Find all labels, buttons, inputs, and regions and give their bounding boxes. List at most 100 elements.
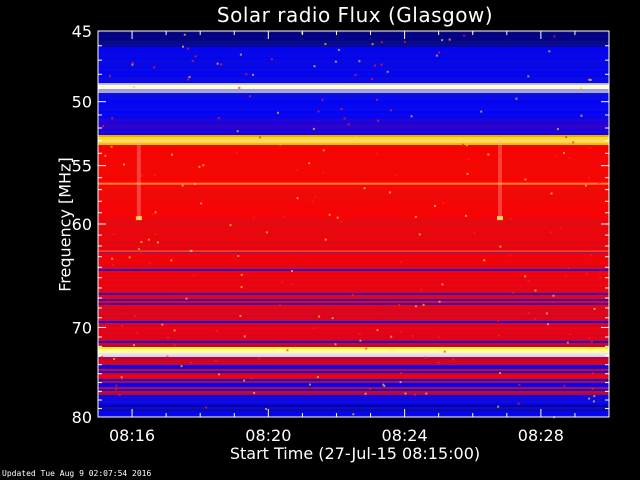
heatmap-row — [98, 197, 609, 199]
speckle — [463, 34, 466, 37]
y-tick-label: 55 — [72, 157, 92, 176]
heatmap-row — [98, 375, 609, 377]
heatmap-row — [98, 297, 609, 299]
speckle — [180, 365, 183, 368]
heatmap-row — [98, 49, 609, 51]
heatmap-row — [98, 347, 609, 349]
speckle — [194, 183, 197, 186]
heatmap-row — [98, 195, 609, 197]
heatmap-row — [98, 377, 609, 379]
speckle — [171, 153, 173, 156]
speckle — [403, 40, 406, 43]
heatmap-row — [98, 135, 609, 137]
heatmap-row — [98, 319, 609, 321]
heatmap-row — [98, 247, 609, 249]
speckle — [190, 361, 192, 364]
speckle — [497, 405, 500, 408]
heatmap-row — [98, 181, 609, 183]
speckle — [189, 250, 192, 252]
speckle — [354, 73, 357, 76]
speckle — [404, 392, 407, 395]
heatmap-row — [98, 231, 609, 233]
heatmap-row — [98, 223, 609, 225]
speckle — [139, 251, 142, 254]
heatmap-row — [98, 69, 609, 71]
heatmap-row — [98, 129, 609, 131]
heatmap-row — [98, 219, 609, 221]
speckle — [161, 323, 164, 326]
speckle — [217, 117, 220, 120]
speckle — [340, 108, 343, 111]
speckle — [202, 164, 205, 167]
heatmap-row — [98, 113, 609, 115]
speckle — [239, 53, 242, 56]
heatmap-row — [98, 357, 609, 359]
heatmap-row — [98, 31, 609, 33]
heatmap-row — [98, 281, 609, 283]
speckle — [545, 312, 548, 315]
speckle — [499, 245, 502, 248]
speckle — [380, 63, 383, 66]
speckle — [286, 349, 289, 352]
speckle — [480, 110, 483, 113]
speckle — [425, 392, 428, 395]
speckle — [473, 232, 476, 235]
heatmap-row — [98, 131, 609, 133]
speckle — [318, 315, 321, 318]
speckle — [214, 359, 217, 362]
speckle — [534, 317, 537, 320]
heatmap-row — [98, 353, 609, 355]
heatmap-row — [98, 205, 609, 207]
speckle — [324, 43, 327, 46]
heatmap-row — [98, 151, 609, 153]
speckle — [156, 241, 159, 244]
heatmap-row — [98, 215, 609, 217]
speckle — [181, 184, 184, 187]
speckle — [382, 383, 385, 386]
speckle — [187, 47, 190, 50]
speckle — [553, 35, 556, 38]
heatmap-row — [98, 171, 609, 173]
speckle — [580, 114, 583, 117]
speckle — [588, 397, 591, 400]
heatmap-row — [98, 335, 609, 337]
speckle — [422, 303, 425, 306]
heatmap-row — [98, 175, 609, 177]
heatmap-row — [98, 91, 609, 93]
heatmap-row — [98, 177, 609, 179]
heatmap-row — [98, 355, 609, 357]
heatmap-row — [98, 329, 609, 331]
speckle — [448, 38, 451, 41]
heatmap-row — [98, 153, 609, 155]
y-tick-label: 50 — [72, 93, 92, 112]
heatmap-row — [98, 55, 609, 57]
heatmap-row — [98, 305, 609, 307]
speckle — [194, 55, 197, 58]
heatmap-row — [98, 411, 609, 413]
speckle — [434, 204, 436, 207]
speckle — [380, 41, 383, 44]
heatmap-row — [98, 291, 609, 293]
speckle — [462, 143, 464, 146]
speckle — [187, 78, 190, 81]
speckle — [347, 123, 350, 126]
heatmap-row — [98, 261, 609, 263]
speckle — [550, 192, 553, 195]
speckle — [386, 70, 389, 73]
speckle — [565, 136, 568, 138]
heatmap-row — [98, 77, 609, 79]
heatmap-row — [98, 267, 609, 269]
speckle — [324, 238, 327, 241]
speckle — [167, 336, 169, 339]
heatmap-row — [98, 343, 609, 345]
speckle — [466, 172, 469, 175]
update-timestamp: Updated Tue Aug 9 02:07:54 2016 — [2, 469, 152, 478]
heatmap-row — [98, 363, 609, 365]
heatmap-row — [98, 167, 609, 169]
speckle — [399, 330, 402, 333]
speckle — [437, 335, 440, 338]
heatmap-row — [98, 99, 609, 101]
speckle — [509, 254, 512, 257]
speckle — [250, 377, 253, 380]
speckle — [173, 344, 176, 347]
